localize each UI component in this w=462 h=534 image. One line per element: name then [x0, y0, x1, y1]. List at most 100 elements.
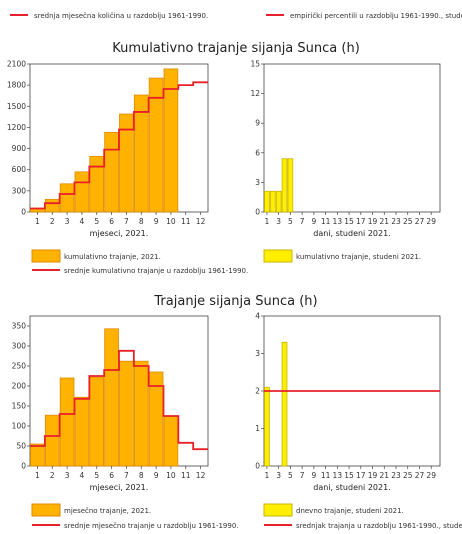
x-tick-label: 8 [139, 471, 144, 480]
y-tick-label: 1500 [7, 102, 26, 111]
x-tick-label: 12 [196, 217, 206, 226]
x-tick-label: 13 [333, 471, 343, 480]
x-tick-label: 3 [65, 217, 70, 226]
y-tick-label: 0 [21, 208, 26, 217]
x-tick-label: 11 [181, 471, 191, 480]
top-legend-left-label: srednja mjesečna količina u razdoblju 19… [34, 12, 208, 20]
y-tick-label: 3 [255, 178, 260, 187]
y-tick-label: 0 [255, 208, 260, 217]
x-tick-label: 1 [265, 217, 270, 226]
bar-5 [287, 158, 294, 213]
y-tick-label: 0 [255, 462, 260, 471]
x-axis-label: mjeseci, 2021. [90, 229, 149, 238]
legend-chart-0: kumulativno trajanje, 2021. srednje kumu… [31, 249, 248, 275]
bar-2 [44, 198, 60, 213]
x-tick-label: 7 [300, 217, 305, 226]
bar-1 [264, 190, 270, 213]
legend-chart-1: kumulativno trajanje, studeni 2021. [263, 249, 421, 263]
y-tick-label: 50 [16, 442, 26, 451]
bar-1 [264, 386, 270, 467]
x-tick-label: 3 [65, 471, 70, 480]
bar-7 [119, 360, 134, 467]
x-tick-label: 6 [109, 217, 114, 226]
legend-line-label: srednjak trajanja u razdoblju 1961-1990.… [296, 522, 462, 530]
x-tick-label: 11 [321, 217, 331, 226]
x-tick-label: 9 [154, 471, 159, 480]
x-tick-label: 9 [311, 217, 316, 226]
bar-1 [30, 443, 45, 467]
x-tick-label: 9 [154, 217, 159, 226]
y-tick-label: 1800 [7, 81, 26, 90]
top-legend-right-label: empirički percentili u razdoblju 1961-19… [290, 12, 462, 20]
x-tick-label: 4 [80, 217, 85, 226]
y-tick-label: 150 [12, 402, 27, 411]
x-tick-label: 29 [426, 471, 436, 480]
y-tick-label: 300 [12, 186, 27, 195]
bar-3 [59, 377, 75, 467]
x-tick-label: 9 [311, 471, 316, 480]
bar-4 [74, 396, 90, 467]
bar-8 [133, 360, 149, 467]
bar-10 [163, 68, 179, 213]
x-tick-label: 7 [124, 471, 129, 480]
y-tick-label: 100 [12, 422, 27, 431]
y-tick-label: 3 [255, 349, 260, 358]
section1-title: Kumulativno trajanje sijanja Sunca (h) [112, 41, 360, 56]
x-axis-label: dani, studeni 2021. [313, 229, 390, 238]
x-tick-label: 19 [368, 217, 378, 226]
x-tick-label: 27 [415, 217, 425, 226]
legend-bar-swatch [263, 503, 293, 517]
x-tick-label: 25 [403, 471, 413, 480]
x-tick-label: 23 [391, 217, 401, 226]
section2-title: Trajanje sijanja Sunca (h) [153, 294, 317, 309]
x-tick-label: 4 [80, 471, 85, 480]
x-tick-label: 23 [391, 471, 401, 480]
legend-bar-swatch [31, 503, 61, 517]
top-legend: srednja mjesečna količina u razdoblju 19… [10, 12, 462, 20]
y-tick-label: 250 [12, 362, 27, 371]
legend-chart-2: mjesečno trajanje, 2021. srednje mjesečn… [31, 503, 239, 530]
y-tick-label: 4 [255, 312, 260, 321]
y-tick-label: 6 [255, 148, 260, 157]
x-tick-label: 1 [35, 217, 40, 226]
bar-4 [74, 171, 90, 213]
mean-step-line [30, 81, 208, 210]
legend-bar-swatch [31, 249, 61, 263]
y-tick-label: 12 [250, 89, 260, 98]
x-tick-label: 2 [50, 217, 55, 226]
bar-5 [89, 155, 105, 213]
legend-chart-3: dnevno trajanje, studeni 2021. srednjak … [263, 503, 462, 530]
bar-5 [89, 376, 105, 467]
plot-frame [263, 63, 441, 213]
x-tick-label: 15 [344, 471, 354, 480]
x-tick-label: 12 [196, 471, 206, 480]
x-tick-label: 11 [321, 471, 331, 480]
x-tick-label: 8 [139, 217, 144, 226]
y-tick-label: 900 [12, 144, 27, 153]
x-tick-label: 17 [356, 217, 366, 226]
x-axis-label: mjeseci, 2021. [90, 483, 149, 492]
x-tick-label: 15 [344, 217, 354, 226]
bar-3 [59, 183, 75, 213]
x-tick-label: 5 [94, 217, 99, 226]
x-tick-label: 5 [94, 471, 99, 480]
bar-6 [104, 328, 119, 467]
bar-2 [269, 190, 276, 213]
x-tick-label: 17 [356, 471, 366, 480]
x-tick-label: 13 [333, 217, 343, 226]
x-tick-label: 27 [415, 471, 425, 480]
y-tick-label: 15 [250, 60, 260, 69]
y-tick-label: 2100 [7, 60, 26, 69]
x-tick-label: 5 [288, 471, 293, 480]
x-tick-label: 3 [276, 471, 281, 480]
x-tick-label: 10 [166, 217, 176, 226]
x-tick-label: 2 [50, 471, 55, 480]
x-tick-label: 1 [35, 471, 40, 480]
legend-bar-label: mjesečno trajanje, 2021. [64, 507, 151, 515]
bar-3 [275, 190, 282, 213]
